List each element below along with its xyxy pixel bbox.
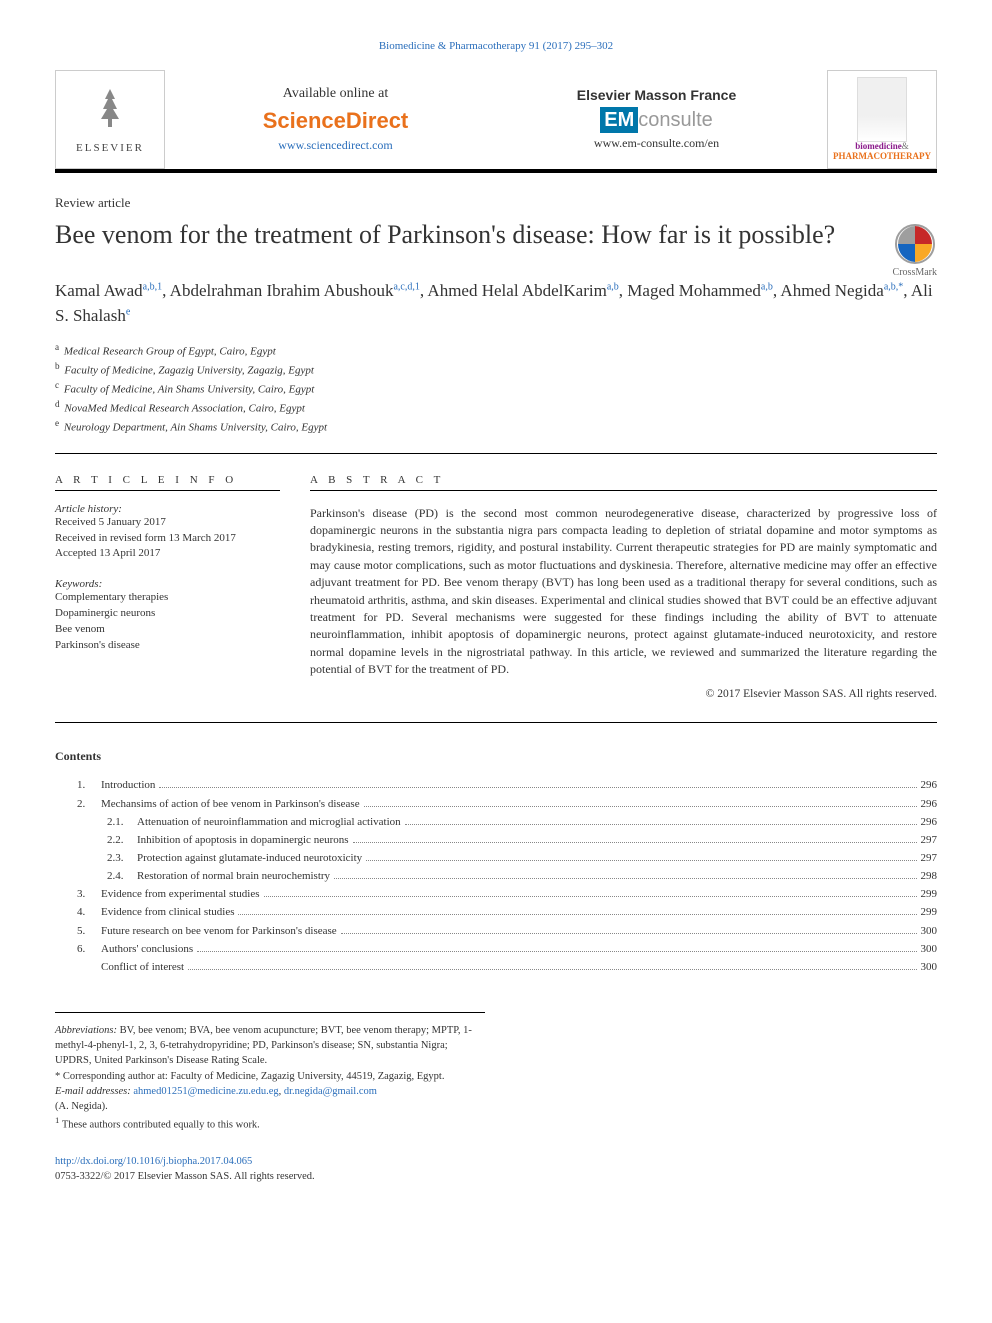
doi-block: http://dx.doi.org/10.1016/j.biopha.2017.… <box>55 1155 937 1184</box>
doi-copyright-line: 0753-3322/© 2017 Elsevier Masson SAS. Al… <box>55 1171 315 1182</box>
table-of-contents: 1.Introduction2962.Mechansims of action … <box>55 776 937 976</box>
article-type: Review article <box>55 195 937 211</box>
contents-heading: Contents <box>55 749 937 764</box>
masthead-center: Available online at ScienceDirect www.sc… <box>165 70 827 169</box>
journal-name-bio: biomedicine <box>855 141 902 151</box>
keywords-list: Complementary therapiesDopaminergic neur… <box>55 590 280 654</box>
article-title: Bee venom for the treatment of Parkinson… <box>55 219 873 252</box>
crossmark-badge[interactable]: CrossMark <box>893 219 937 278</box>
email-footnote: E-mail addresses: ahmed01251@medicine.zu… <box>55 1084 485 1099</box>
toc-row[interactable]: 2.1.Attenuation of neuroinflammation and… <box>55 813 937 831</box>
toc-row[interactable]: 2.3.Protection against glutamate-induced… <box>55 849 937 867</box>
elsevier-logo-box[interactable]: ELSEVIER <box>55 70 165 169</box>
email-link-2[interactable]: dr.negida@gmail.com <box>284 1086 377 1097</box>
crossmark-label: CrossMark <box>893 267 937 278</box>
journal-name-label: biomedicine& PHARMACOTHERAPY <box>833 142 931 162</box>
contrib-text: These authors contributed equally to thi… <box>62 1120 260 1131</box>
footnotes-block: Abbreviations: BV, bee venom; BVA, bee v… <box>55 1012 485 1133</box>
abstract-copyright: © 2017 Elsevier Masson SAS. All rights r… <box>310 688 937 700</box>
toc-row[interactable]: 2.4.Restoration of normal brain neuroche… <box>55 867 937 885</box>
toc-row[interactable]: 1.Introduction296 <box>55 776 937 794</box>
doi-link[interactable]: http://dx.doi.org/10.1016/j.biopha.2017.… <box>55 1156 252 1167</box>
abbreviations-footnote: Abbreviations: BV, bee venom; BVA, bee v… <box>55 1023 485 1069</box>
elsevier-label: ELSEVIER <box>76 142 144 154</box>
article-info-column: A R T I C L E I N F O Article history: R… <box>55 474 280 701</box>
keywords-label: Keywords: <box>55 578 280 590</box>
journal-name-pharm: PHARMACOTHERAPY <box>833 151 931 161</box>
sciencedirect-logo: ScienceDirect <box>189 108 482 134</box>
sciencedirect-block: Available online at ScienceDirect www.sc… <box>189 86 482 153</box>
toc-row[interactable]: 2.Mechansims of action of bee venom in P… <box>55 795 937 813</box>
em-consulte-url[interactable]: www.em-consulte.com/en <box>510 136 803 151</box>
toc-row[interactable]: 5.Future research on bee venom for Parki… <box>55 922 937 940</box>
em-consulte-logo: EMconsulte <box>510 109 803 132</box>
elsevier-masson-label: Elsevier Masson France <box>510 87 803 103</box>
em-box: EM <box>600 107 638 133</box>
toc-row[interactable]: Conflict of interest300 <box>55 958 937 976</box>
abbreviations-text: BV, bee venom; BVA, bee venom acupunctur… <box>55 1025 472 1066</box>
journal-citation-header[interactable]: Biomedicine & Pharmacotherapy 91 (2017) … <box>55 40 937 52</box>
contrib-sup: 1 <box>55 1115 59 1125</box>
email-label: E-mail addresses: <box>55 1086 131 1097</box>
equal-contribution-footnote: 1 These authors contributed equally to t… <box>55 1114 485 1133</box>
toc-row[interactable]: 6.Authors' conclusions300 <box>55 940 937 958</box>
em-consulte-block: Elsevier Masson France EMconsulte www.em… <box>510 87 803 151</box>
crossmark-icon <box>894 223 936 265</box>
toc-row[interactable]: 2.2.Inhibition of apoptosis in dopaminer… <box>55 831 937 849</box>
journal-cover-box[interactable]: biomedicine& PHARMACOTHERAPY <box>827 70 937 169</box>
abstract-column: A B S T R A C T Parkinson's disease (PD)… <box>310 474 937 701</box>
authors-line: Kamal Awada,b,1, Abdelrahman Ibrahim Abu… <box>55 278 937 329</box>
available-online-label: Available online at <box>189 86 482 102</box>
abstract-text: Parkinson's disease (PD) is the second m… <box>310 505 937 679</box>
info-abstract-section: A R T I C L E I N F O Article history: R… <box>55 474 937 724</box>
consulte-text: consulte <box>638 109 713 131</box>
sciencedirect-url[interactable]: www.sciencedirect.com <box>189 138 482 153</box>
corresponding-author-footnote: * Corresponding author at: Faculty of Me… <box>55 1069 485 1084</box>
journal-cover-thumbnail <box>857 77 907 142</box>
affiliations-block: a Medical Research Group of Egypt, Cairo… <box>55 341 937 454</box>
article-info-heading: A R T I C L E I N F O <box>55 474 280 491</box>
article-history-label: Article history: <box>55 503 280 515</box>
email-link-1[interactable]: ahmed01251@medicine.zu.edu.eg <box>133 1086 278 1097</box>
elsevier-tree-icon <box>85 84 135 134</box>
email-author-name: (A. Negida). <box>55 1099 485 1114</box>
article-history-text: Received 5 January 2017Received in revis… <box>55 515 280 563</box>
toc-row[interactable]: 3.Evidence from experimental studies299 <box>55 885 937 903</box>
abstract-heading: A B S T R A C T <box>310 474 937 491</box>
toc-row[interactable]: 4.Evidence from clinical studies299 <box>55 903 937 921</box>
masthead: ELSEVIER Available online at ScienceDire… <box>55 70 937 173</box>
abbreviations-label: Abbreviations: <box>55 1025 117 1036</box>
